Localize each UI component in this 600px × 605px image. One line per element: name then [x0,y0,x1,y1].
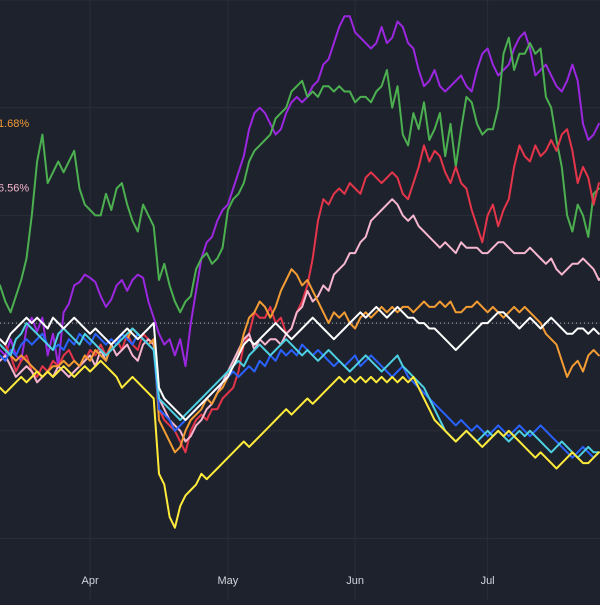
series-line-2[interactable] [0,36,600,314]
series-line-1[interactable] [0,15,600,368]
x-axis: Apr May Jun Jul [82,575,495,587]
price-scale-labels: 1.68% 6.56% [0,118,29,195]
x-tick-label: May [218,575,239,587]
x-tick-label: Apr [82,575,99,587]
series-line-8[interactable] [0,305,600,421]
series-line-3[interactable] [0,128,600,454]
value-label: 6.56% [0,182,29,194]
series-line-9[interactable] [0,359,600,529]
series-line-6[interactable] [0,332,600,459]
value-label: 1.68% [0,118,29,130]
series-lines[interactable] [0,15,600,529]
x-tick-label: Jul [481,575,495,587]
x-tick-label: Jun [346,575,364,587]
